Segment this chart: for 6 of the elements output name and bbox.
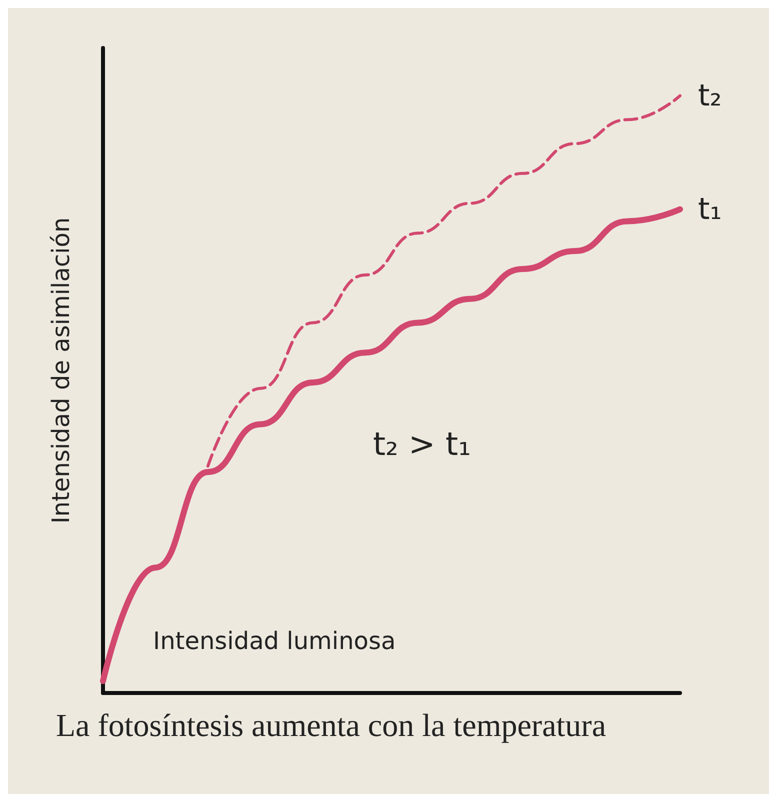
annotation: t₂ > t₁ bbox=[373, 425, 471, 463]
x-axis-title: Intensidad luminosa bbox=[153, 627, 396, 655]
y-axis-title: Intensidad de asimilación bbox=[47, 217, 75, 524]
text: La fotosíntesis aumenta con la temperatura bbox=[56, 707, 606, 743]
series-label: t₁ bbox=[698, 192, 722, 227]
series-label: t₂ bbox=[698, 78, 722, 114]
